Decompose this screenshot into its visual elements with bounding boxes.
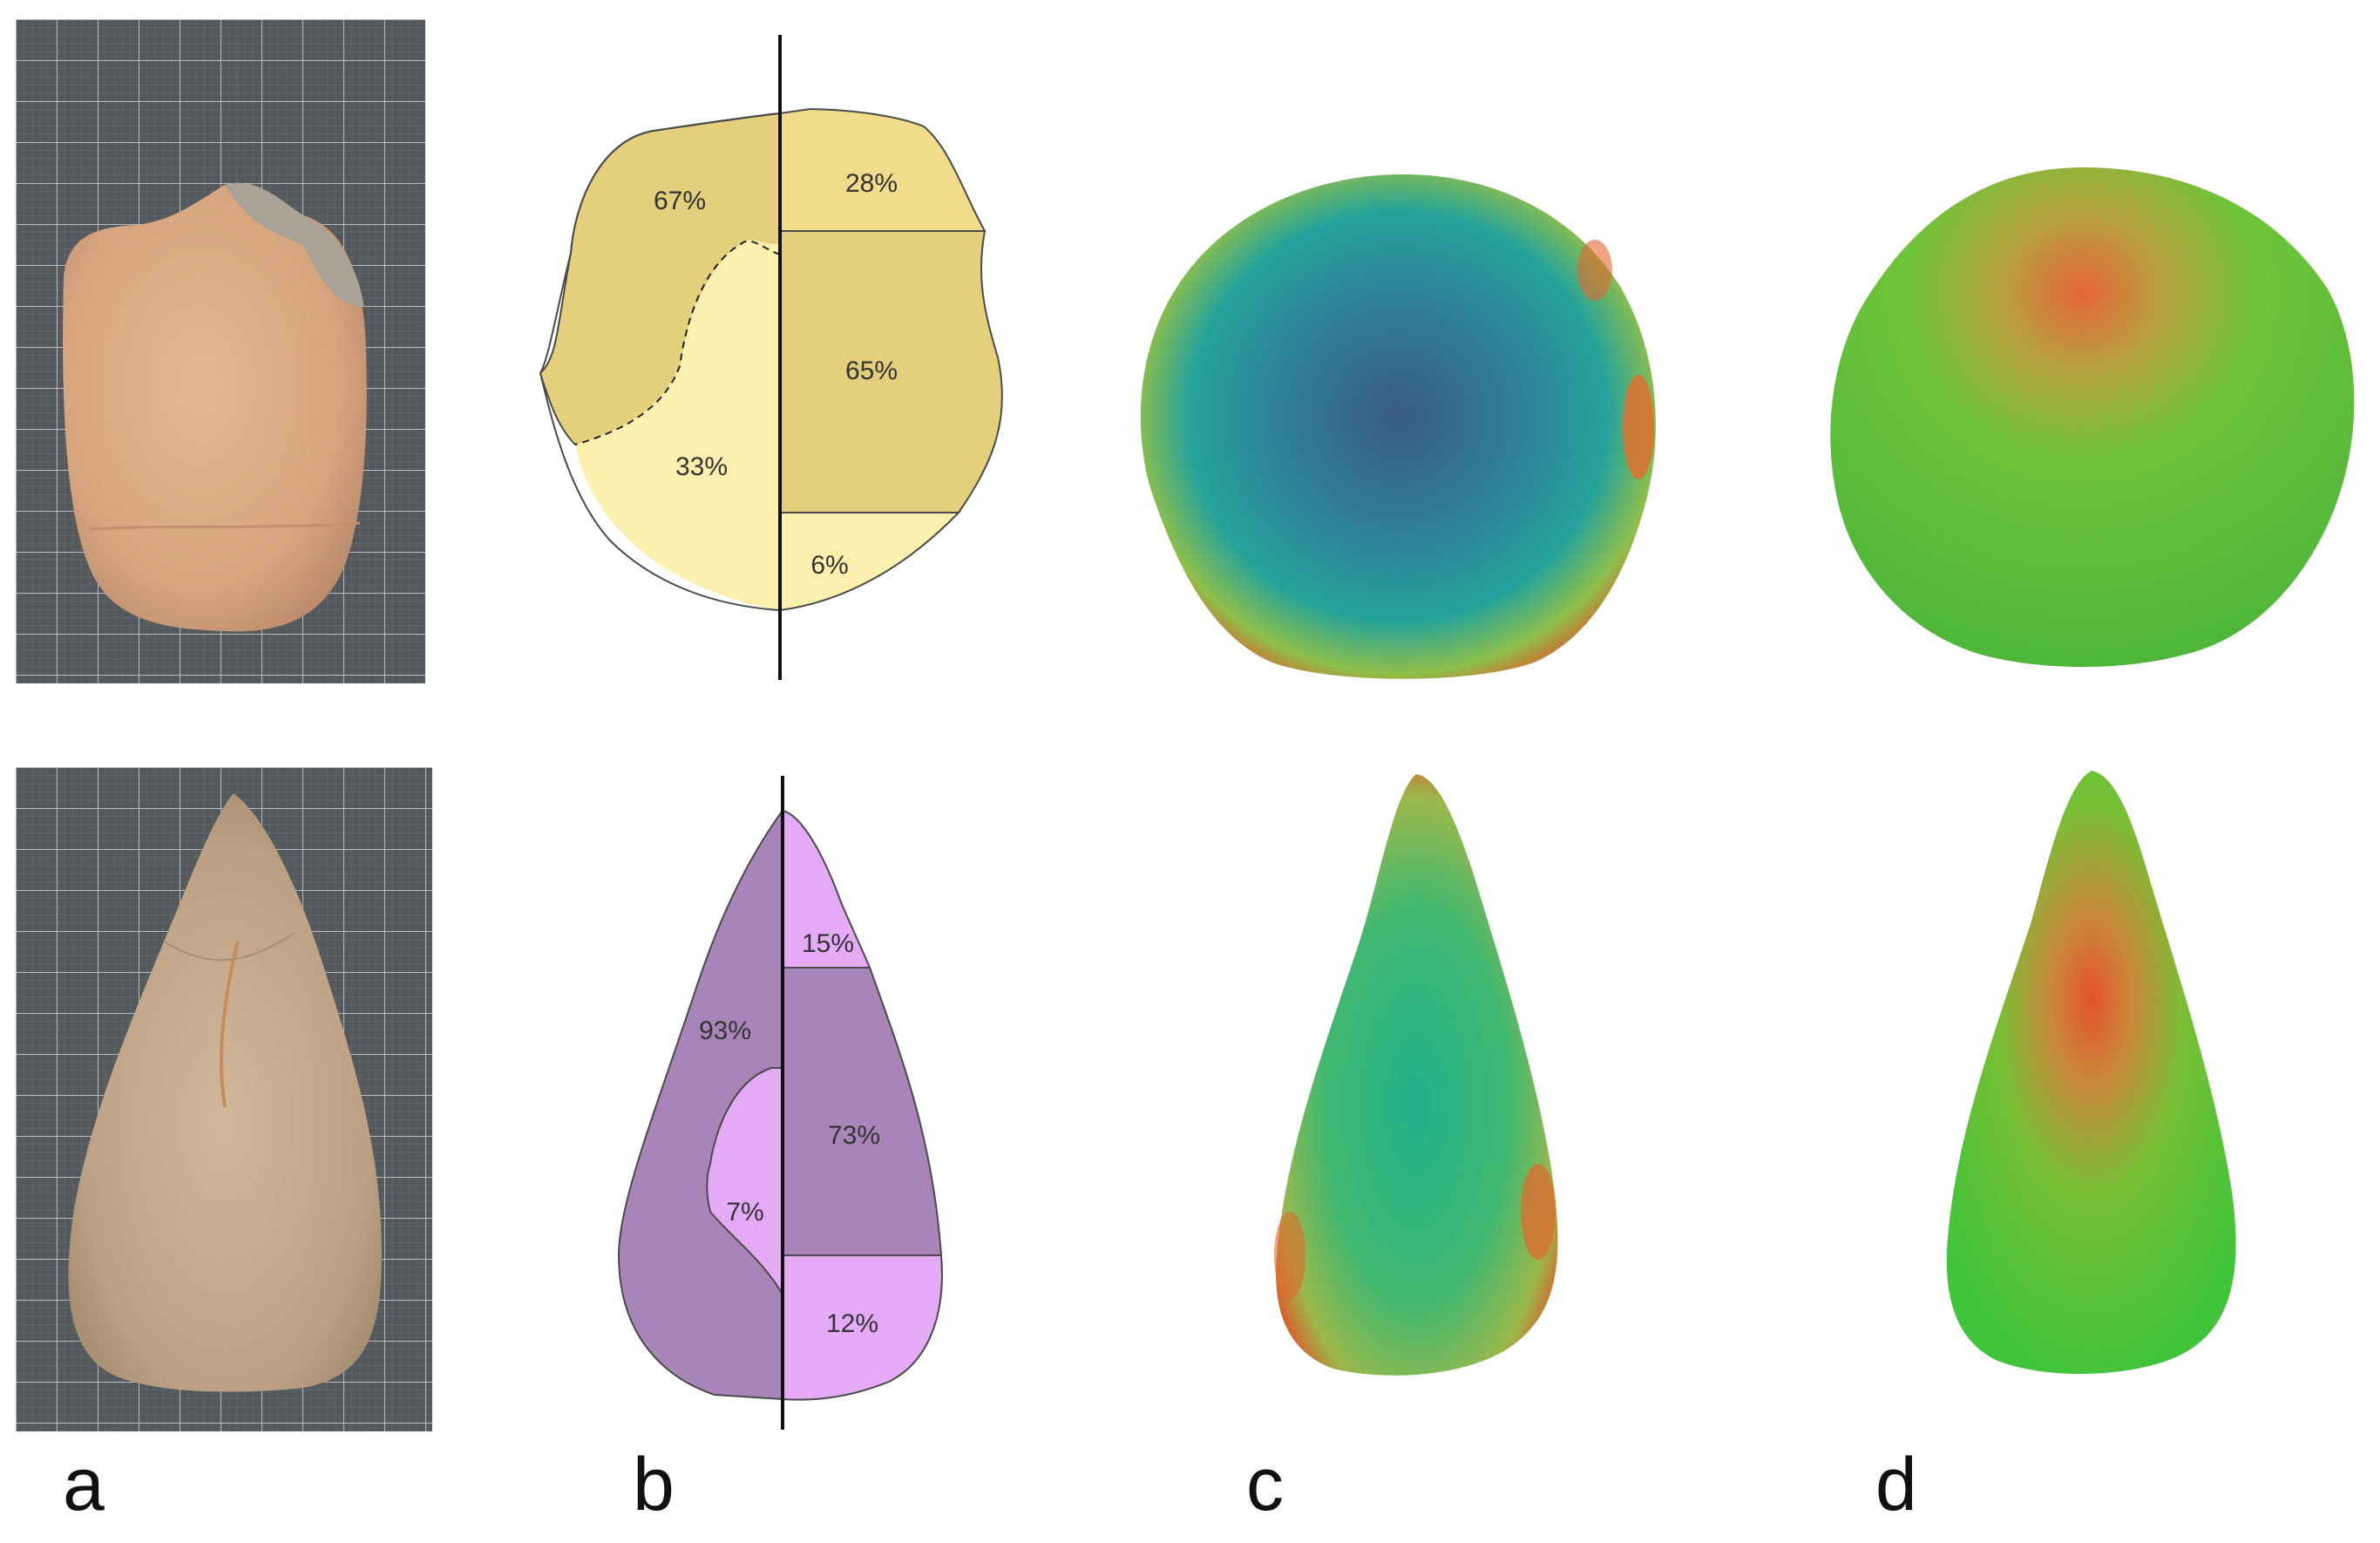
bottom-right-middle-pct: 73% (828, 1121, 880, 1150)
top-right-middle-pct: 65% (845, 357, 898, 385)
bottom-right-bottom-region (782, 1254, 943, 1401)
top-right-top-region (779, 107, 987, 232)
top-left-outline (539, 112, 781, 611)
bottom-right-top-pct: 15% (802, 929, 854, 958)
heatmap-c-bottom (1237, 767, 1586, 1395)
bottom-left-inner-pct: 7% (726, 1198, 763, 1227)
bottom-left-outer-region (617, 807, 783, 1401)
cleaver-photo-icon (16, 19, 425, 683)
heatmap-d-bottom (1909, 767, 2275, 1395)
top-right-middle-region (779, 230, 1003, 513)
heatmap-d-top (1813, 157, 2370, 680)
top-left-lower-region (575, 240, 780, 610)
top-right-bottom-pct: 6% (810, 551, 848, 580)
photo-top-cleaver (16, 19, 425, 683)
heatmap-c-top (1124, 166, 1682, 689)
panel-label-c: c (1246, 1443, 1284, 1526)
handaxe-photo-icon (16, 767, 432, 1431)
bottom-left-outer-pct: 93% (699, 1016, 751, 1045)
top-right-bottom-region (779, 512, 961, 612)
bottom-right-bottom-pct: 12% (826, 1309, 878, 1338)
top-left-dashed-boundary (574, 240, 781, 445)
bottom-left-inner-region (706, 1067, 783, 1298)
top-left-lower-pct: 33% (675, 452, 728, 481)
panel-label-d: d (1875, 1443, 1917, 1526)
panel-label-a: a (63, 1443, 105, 1526)
photo-bottom-handaxe (16, 767, 432, 1431)
bottom-right-top-region (782, 809, 871, 969)
panel-label-b: b (633, 1443, 675, 1526)
top-right-top-pct: 28% (845, 169, 898, 198)
top-left-upper-pct: 67% (654, 187, 706, 215)
diagram-top-cleaver: 67% 33% 28% 65% 6% (523, 26, 1046, 689)
bottom-right-middle-region (782, 967, 943, 1256)
diagram-bottom-handaxe: 93% 7% 15% 73% 12% (523, 767, 1046, 1438)
